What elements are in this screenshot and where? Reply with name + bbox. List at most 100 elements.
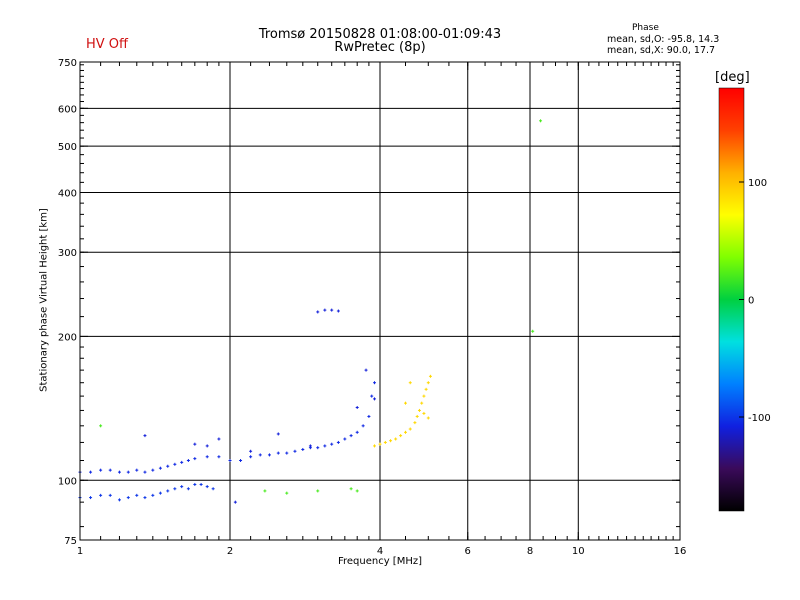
- data-point: [336, 309, 340, 313]
- data-point: [186, 487, 190, 491]
- data-point: [173, 487, 177, 491]
- grid-lines: [80, 62, 680, 540]
- data-point: [403, 430, 407, 434]
- data-point: [158, 466, 162, 470]
- data-point: [428, 374, 432, 378]
- data-point: [99, 468, 103, 472]
- data-point: [108, 493, 112, 497]
- data-point: [89, 470, 93, 474]
- x-tick-label: 16: [674, 546, 687, 557]
- data-point: [420, 401, 424, 405]
- data-point: [211, 487, 215, 491]
- data-point: [117, 470, 121, 474]
- data-point: [228, 458, 232, 462]
- data-point: [151, 493, 155, 497]
- x-axis-label: Frequency [MHz]: [337, 556, 423, 567]
- data-point: [399, 434, 403, 438]
- y-tick-label: 500: [58, 142, 77, 153]
- colorbar-tick-label: -100: [748, 413, 771, 424]
- y-tick-label: 750: [58, 58, 77, 69]
- data-point: [205, 444, 209, 448]
- data-point: [316, 310, 320, 314]
- data-point: [263, 489, 267, 493]
- data-point: [99, 424, 103, 428]
- data-point: [370, 394, 374, 398]
- hv-status: HV Off: [86, 37, 128, 52]
- data-point: [180, 485, 184, 489]
- data-point: [389, 439, 393, 443]
- y-tick-label: 200: [58, 332, 77, 343]
- x-tick-label: 6: [465, 546, 471, 557]
- data-point: [539, 119, 543, 123]
- data-point: [378, 442, 382, 446]
- axis-tick-labels: 1 2 4 6 8 10 16 75 100 200 300 400 500 600 750: [58, 58, 686, 557]
- data-point: [233, 500, 237, 504]
- data-point: [217, 455, 221, 459]
- chart-subtitle: RwPretec (8p): [334, 40, 426, 55]
- data-point: [108, 468, 112, 472]
- data-point: [355, 430, 359, 434]
- phase-stats-x: mean, sd,X: 90.0, 17.7: [607, 45, 716, 56]
- data-point: [373, 397, 377, 401]
- data-point: [308, 444, 312, 448]
- data-point: [205, 455, 209, 459]
- data-point: [158, 491, 162, 495]
- data-point: [166, 489, 170, 493]
- data-point: [394, 437, 398, 441]
- data-points: [78, 119, 543, 504]
- colorbar-tick-label: 0: [748, 296, 754, 307]
- data-point: [166, 464, 170, 468]
- y-tick-label: 100: [58, 476, 77, 487]
- data-point: [276, 432, 280, 436]
- data-point: [193, 482, 197, 486]
- data-point: [355, 489, 359, 493]
- data-point: [415, 414, 419, 418]
- data-point: [316, 489, 320, 493]
- data-point: [349, 487, 353, 491]
- x-tick-label: 8: [527, 546, 533, 557]
- data-point: [330, 308, 334, 312]
- chart-title: Tromsø 20150828 01:08:00-01:09:43: [258, 27, 502, 42]
- data-point: [422, 411, 426, 415]
- data-point: [364, 368, 368, 372]
- y-tick-label: 400: [58, 188, 77, 199]
- data-point: [126, 470, 130, 474]
- data-point: [135, 493, 139, 497]
- phase-stats-o: mean, sd,O: -95.8, 14.3: [607, 34, 720, 45]
- data-point: [199, 482, 203, 486]
- data-point: [417, 408, 421, 412]
- data-point: [403, 401, 407, 405]
- data-point: [408, 427, 412, 431]
- data-point: [217, 437, 221, 441]
- data-point: [151, 468, 155, 472]
- data-point: [173, 462, 177, 466]
- data-point: [301, 447, 305, 451]
- data-point: [249, 455, 253, 459]
- data-point: [89, 496, 93, 500]
- data-point: [316, 446, 320, 450]
- axis-ticks: [79, 61, 681, 541]
- data-point: [285, 451, 289, 455]
- x-tick-label: 1: [77, 546, 83, 557]
- data-point: [383, 440, 387, 444]
- data-point: [239, 458, 243, 462]
- data-point: [373, 444, 377, 448]
- data-point: [367, 414, 371, 418]
- data-point: [126, 496, 130, 500]
- data-point: [355, 405, 359, 409]
- y-tick-label: 75: [64, 536, 77, 547]
- data-point: [323, 308, 327, 312]
- colorbar-ticks: 100 0 -100: [739, 178, 771, 424]
- data-point: [426, 416, 430, 420]
- data-point: [426, 381, 430, 385]
- data-point: [267, 453, 271, 457]
- data-point: [293, 449, 297, 453]
- data-point: [249, 449, 253, 453]
- data-point: [361, 424, 365, 428]
- data-point: [186, 458, 190, 462]
- data-point: [408, 381, 412, 385]
- data-point: [424, 387, 428, 391]
- x-tick-label: 10: [572, 546, 585, 557]
- data-point: [285, 491, 289, 495]
